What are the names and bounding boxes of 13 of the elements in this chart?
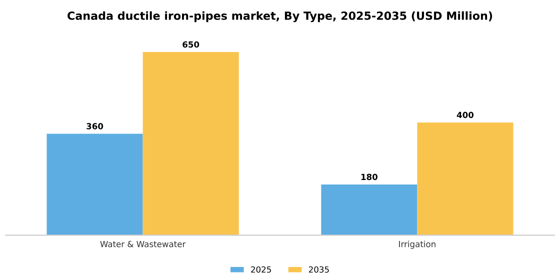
data-label: 650 bbox=[182, 41, 200, 48]
x-tick-label: Water & Wastewater bbox=[100, 240, 186, 248]
bar bbox=[46, 134, 143, 236]
data-label: 360 bbox=[86, 123, 104, 130]
bar bbox=[321, 184, 418, 236]
data-label: 400 bbox=[456, 112, 474, 118]
bar bbox=[417, 122, 514, 236]
x-tick-label: Irrigation bbox=[399, 240, 436, 249]
legend-label: 2025 bbox=[251, 266, 271, 273]
legend-label: 2035 bbox=[308, 266, 329, 273]
chart-title: Canada ductile iron-pipes market, By Type, 2025-2035 (USD Million) bbox=[68, 11, 492, 22]
data-label: 180 bbox=[361, 174, 378, 180]
bar bbox=[142, 52, 239, 236]
